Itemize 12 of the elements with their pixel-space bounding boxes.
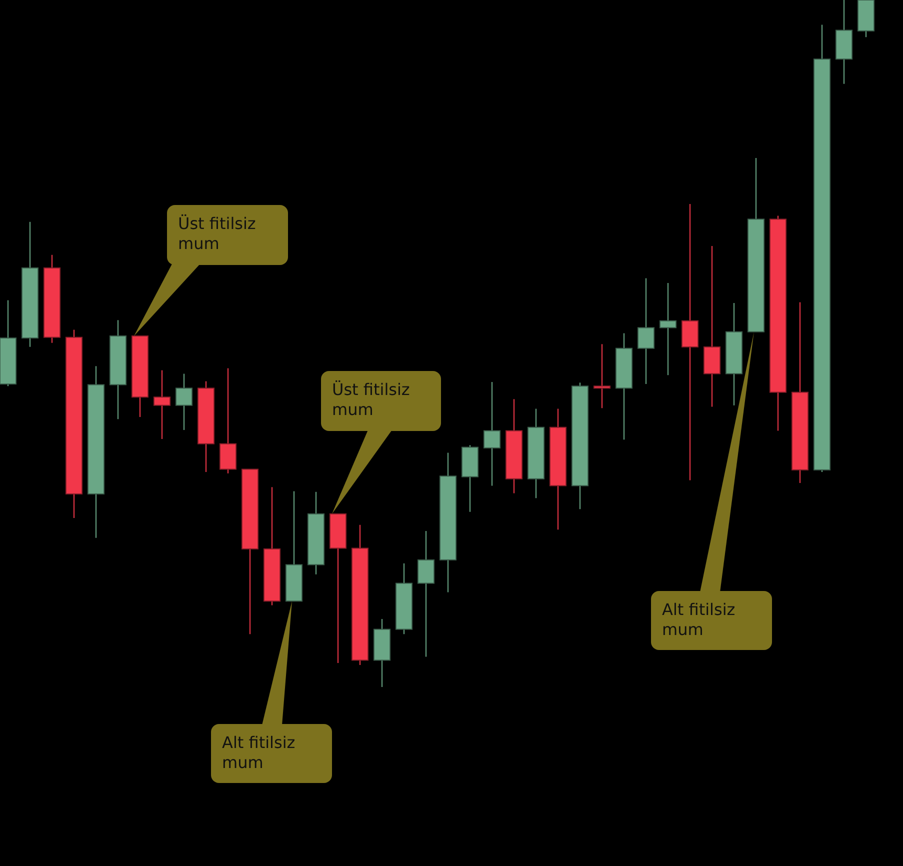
candlestick (593, 344, 611, 409)
candlestick (175, 373, 193, 431)
annotation: Alt fitilsiz mum (662, 600, 736, 639)
candlestick (637, 278, 655, 385)
candlestick (417, 530, 435, 658)
annotation: Üst fitilsiz mum (178, 214, 256, 253)
candlestick (681, 204, 699, 481)
text: Alt fitilsiz mum (222, 733, 296, 772)
candlestick (483, 381, 501, 486)
candlestick (153, 370, 171, 440)
annotation: Üst fitilsiz mum (332, 380, 410, 419)
candlestick (659, 282, 677, 376)
